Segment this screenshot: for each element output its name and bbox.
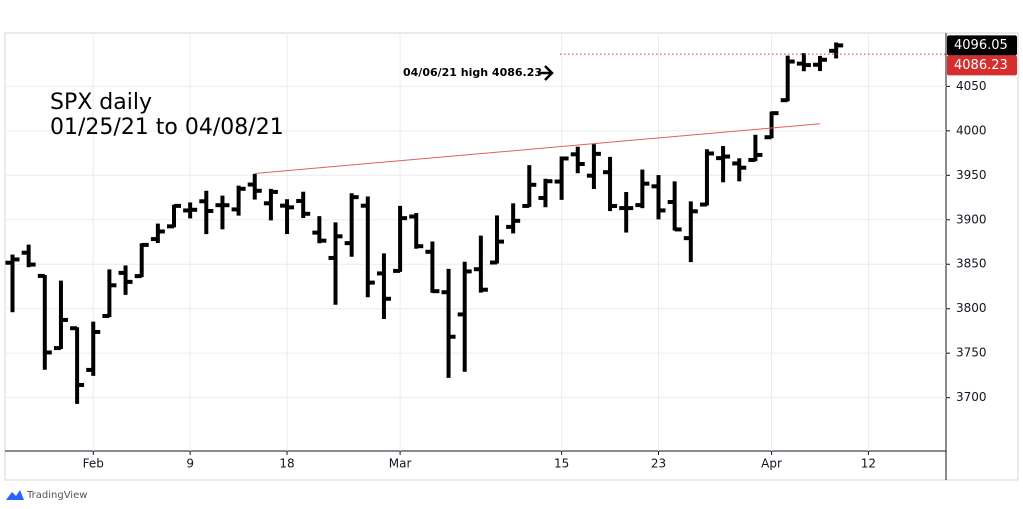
x-tick-label: 18	[279, 457, 294, 471]
chart-title: SPX daily	[50, 90, 152, 115]
x-tick-label: Apr	[761, 457, 782, 471]
high-price-box	[947, 55, 1017, 76]
bars	[5, 42, 844, 404]
x-tick-label: 9	[186, 457, 194, 471]
y-tick-label: 4000	[956, 123, 987, 137]
y-tick-label: 4050	[956, 79, 987, 93]
x-tick-label: Mar	[389, 457, 412, 471]
x-tick-label: Feb	[83, 457, 104, 471]
last-price-box	[947, 35, 1017, 56]
y-tick-label: 3800	[956, 301, 987, 315]
trendline	[254, 123, 821, 175]
brand-logo	[6, 490, 24, 500]
frame	[4, 32, 1019, 481]
annotation: 04/06/21 high 4086.23	[403, 66, 542, 79]
brand: TradingView	[6, 490, 87, 501]
y-tick-label: 3700	[956, 390, 987, 404]
y-tick-label: 3750	[956, 346, 987, 360]
x-tick-label: 12	[861, 457, 876, 471]
high-price-label: 4086.23	[954, 58, 1008, 73]
x-tick-label: 23	[651, 457, 666, 471]
y-tick-label: 3900	[956, 212, 987, 226]
chart-subtitle: 01/25/21 to 04/08/21	[50, 115, 284, 140]
x-tick-label: 15	[554, 457, 569, 471]
annotation-arrow	[538, 65, 554, 81]
brand-name: TradingView	[26, 490, 87, 501]
y-tick-label: 3950	[956, 168, 987, 182]
y-tick-label: 3850	[956, 257, 987, 271]
last-price-label: 4096.05	[954, 38, 1008, 53]
